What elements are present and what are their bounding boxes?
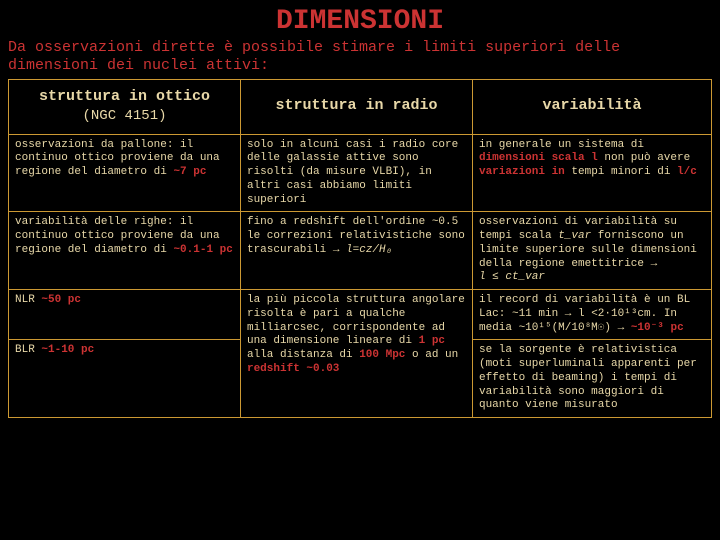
cell-var-2: osservazioni di variabilità su tempi sca… [472, 212, 711, 290]
header-variabilita: variabilità [472, 80, 711, 135]
table-row: NLR ~50 pc la più piccola struttura ango… [9, 290, 712, 340]
cell-ottico-1: osservazioni da pallone: il continuo ott… [9, 134, 241, 212]
slide-container: DIMENSIONI Da osservazioni dirette è pos… [0, 0, 720, 540]
cell-var-1: in generale un sistema di dimensioni sca… [472, 134, 711, 212]
cell-var-4: se la sorgente è relativistica (moti sup… [472, 340, 711, 418]
cell-radio-2: fino a redshift dell'ordine ~0.5 le corr… [240, 212, 472, 290]
cell-ottico-2: variabilità delle righe: il continuo ott… [9, 212, 241, 290]
table-row: osservazioni da pallone: il continuo ott… [9, 134, 712, 212]
header-ottico: struttura in ottico (NGC 4151) [9, 80, 241, 135]
dimensions-table: struttura in ottico (NGC 4151) struttura… [8, 79, 712, 418]
cell-radio-34: la più piccola struttura angolare risolt… [240, 290, 472, 418]
cell-ottico-4: BLR ~1-10 pc [9, 340, 241, 418]
slide-title: DIMENSIONI [8, 6, 712, 37]
header-radio: struttura in radio [240, 80, 472, 135]
cell-radio-1: solo in alcuni casi i radio core delle g… [240, 134, 472, 212]
cell-ottico-3: NLR ~50 pc [9, 290, 241, 340]
table-row: variabilità delle righe: il continuo ott… [9, 212, 712, 290]
table-header-row: struttura in ottico (NGC 4151) struttura… [9, 80, 712, 135]
slide-subtitle: Da osservazioni dirette è possibile stim… [8, 39, 712, 75]
cell-var-3: il record di variabilità è un BL Lac: ~1… [472, 290, 711, 340]
